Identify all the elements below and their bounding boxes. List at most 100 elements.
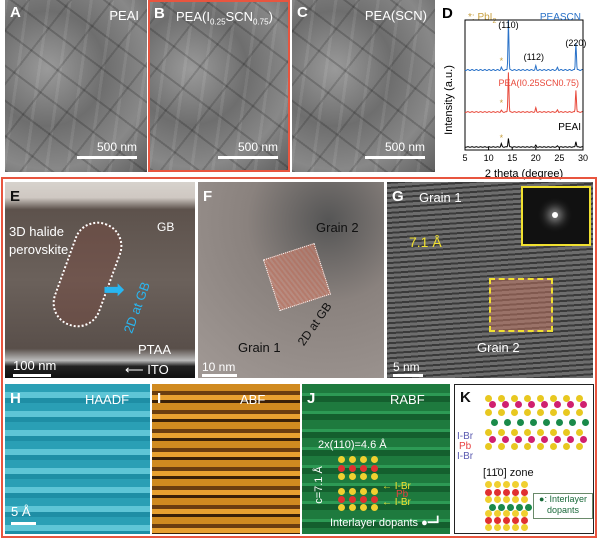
atom-dot <box>349 496 356 503</box>
atom-dot <box>338 456 345 463</box>
atom-dot <box>550 395 557 402</box>
gb-label: GB <box>157 220 175 234</box>
panel-b-sem-image: B PEA(I0.25SCN0.75) 500 nm <box>148 0 290 172</box>
atom-dot <box>524 409 531 416</box>
atom-dot <box>567 401 574 408</box>
atom-dot <box>349 465 356 472</box>
atom-dot <box>502 401 509 408</box>
atom-dot <box>530 419 537 426</box>
peak-label: (112) <box>524 52 544 62</box>
atom-dot <box>338 496 345 503</box>
atom-dot <box>537 409 544 416</box>
atom-dot <box>371 473 378 480</box>
x-tick-label: 25 <box>554 153 564 163</box>
atom-dot <box>582 419 589 426</box>
atom-dot <box>498 504 505 511</box>
atom-dot <box>537 443 544 450</box>
atom-dot <box>512 481 519 488</box>
xrd-series-line <box>464 72 583 113</box>
x-tick-label: 10 <box>484 153 494 163</box>
grain-1-label: Grain 1 <box>419 190 462 205</box>
ito-label: ⟵ ITO <box>125 362 169 377</box>
atom-dot <box>489 504 496 511</box>
grain-2-label: Grain 2 <box>316 220 359 235</box>
panel-c-title: PEA(SCN) <box>364 8 427 23</box>
atom-dot <box>528 401 535 408</box>
atom-dot <box>485 395 492 402</box>
atom-overlay <box>338 456 398 511</box>
scale-bar-label: 100 nm <box>13 358 57 373</box>
atom-dot <box>338 465 345 472</box>
atom-dot <box>511 409 518 416</box>
fft-region-box <box>489 278 553 332</box>
atom-dot <box>563 409 570 416</box>
scale-bar-label: 500 nm <box>384 140 425 154</box>
atom-dot <box>371 504 378 511</box>
xrd-series-line <box>464 20 583 72</box>
atom-dot <box>576 443 583 450</box>
atom-dot <box>556 419 563 426</box>
panel-a-title: PEAI <box>109 8 139 23</box>
panel-label-j: J <box>307 390 316 407</box>
atom-dot <box>360 456 367 463</box>
atom-dot <box>498 395 505 402</box>
d110-label: 2x(110)=4.6 Å <box>318 439 387 451</box>
atom-dot <box>524 443 531 450</box>
atom-dot <box>494 496 501 503</box>
atom-dot <box>503 524 510 531</box>
panel-label-a: A <box>10 4 21 21</box>
panel-i-title: ABF <box>240 392 266 407</box>
atom-dot <box>521 496 528 503</box>
atom-dot <box>511 443 518 450</box>
atom-dot <box>371 488 378 495</box>
scale-bar <box>13 374 51 377</box>
series-label: PEASCN <box>540 12 581 23</box>
atom-dot <box>554 436 561 443</box>
atom-dot <box>494 524 501 531</box>
panel-c-sem-image: C PEA(SCN) 500 nm <box>292 0 435 172</box>
atom-dot <box>498 443 505 450</box>
atom-dot <box>554 401 561 408</box>
atom-dot <box>349 504 356 511</box>
atom-dot <box>494 517 501 524</box>
panel-label-c: C <box>297 4 308 21</box>
c-spacing-label: c=7.1 Å <box>312 466 325 504</box>
atom-dot <box>512 510 519 517</box>
scale-bar <box>11 522 36 525</box>
atom-dot <box>576 395 583 402</box>
atom-dot <box>512 489 519 496</box>
atom-dot <box>512 496 519 503</box>
atom-dot <box>503 481 510 488</box>
zone-projection <box>485 481 535 531</box>
atom-dot <box>528 436 535 443</box>
label-3d-halide: 3D halide <box>9 224 64 239</box>
atom-dot <box>485 524 492 531</box>
x-tick-label: 20 <box>531 153 541 163</box>
panel-label-b: B <box>154 5 165 22</box>
grain-1-label: Grain 1 <box>238 340 281 355</box>
atom-dot <box>503 496 510 503</box>
pbi2-legend: *: PbI2 <box>468 12 496 25</box>
atom-dot <box>498 429 505 436</box>
atom-dot <box>371 465 378 472</box>
pbi2-marker: * <box>500 56 504 66</box>
grain-2-label: Grain 2 <box>477 340 520 355</box>
atom-dot <box>349 456 356 463</box>
i-br-label: I-Br <box>457 431 474 442</box>
scale-bar <box>365 156 425 159</box>
atom-dot <box>521 510 528 517</box>
scale-bar-label: 10 nm <box>202 360 236 374</box>
scale-bar-label: 5 Å <box>11 504 31 519</box>
atom-dot <box>360 504 367 511</box>
atom-dot <box>503 510 510 517</box>
atom-dot <box>576 429 583 436</box>
atom-dot <box>516 504 523 511</box>
atom-dot <box>360 496 367 503</box>
atom-dot <box>515 436 522 443</box>
lattice-spacing-label: 7.1 Å <box>409 234 442 250</box>
atom-dot <box>580 401 587 408</box>
atom-dot <box>507 504 514 511</box>
i-br-label: ← I-Br <box>382 497 411 508</box>
panel-g-hrtem-image: G Grain 1 7.1 Å Grain 2 5 nm <box>387 182 593 378</box>
atom-dot <box>491 419 498 426</box>
